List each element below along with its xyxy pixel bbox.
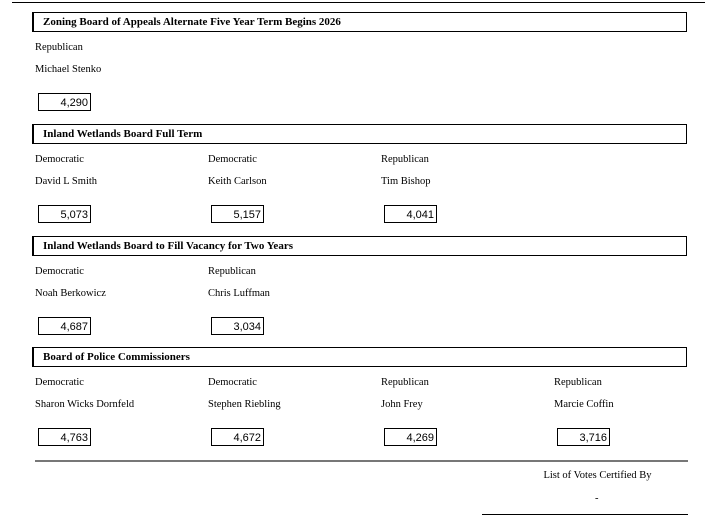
vote-count-box: 5,073 [38, 205, 91, 223]
candidate-name: Marcie Coffin [554, 399, 614, 410]
candidate-name: John Frey [381, 399, 423, 410]
party-label: Democratic [35, 266, 84, 277]
party-label: Democratic [35, 154, 84, 165]
contest-section: Board of Police Commissioners Democratic… [0, 347, 705, 459]
vote-count-box: 5,157 [211, 205, 264, 223]
signature-value: - [595, 493, 599, 504]
contest-title: Zoning Board of Appeals Alternate Five Y… [32, 12, 687, 32]
contest-title: Inland Wetlands Board to Fill Vacancy fo… [32, 236, 687, 256]
vote-count-box: 4,763 [38, 428, 91, 446]
vote-count-box: 4,672 [211, 428, 264, 446]
party-label: Republican [554, 377, 602, 388]
contest-title: Board of Police Commissioners [32, 347, 687, 367]
vote-count-box: 4,269 [384, 428, 437, 446]
vote-count-box: 3,034 [211, 317, 264, 335]
party-label: Democratic [208, 154, 257, 165]
contest-section: Zoning Board of Appeals Alternate Five Y… [0, 12, 705, 124]
vote-count-box: 4,290 [38, 93, 91, 111]
contest-title: Inland Wetlands Board Full Term [32, 124, 687, 144]
candidate-name: Keith Carlson [208, 176, 267, 187]
top-rule [12, 2, 705, 3]
party-label: Democratic [208, 377, 257, 388]
candidate-name: Noah Berkowicz [35, 288, 106, 299]
candidate-name: Michael Stenko [35, 64, 102, 75]
vote-count-box: 4,687 [38, 317, 91, 335]
party-label: Republican [35, 42, 83, 53]
party-label: Democratic [35, 377, 84, 388]
party-label: Republican [208, 266, 256, 277]
contest-section: Inland Wetlands Board Full Term Democrat… [0, 124, 705, 236]
candidate-name: Sharon Wicks Dornfeld [35, 399, 135, 410]
candidate-name: Chris Luffman [208, 288, 270, 299]
separator [35, 460, 688, 462]
signature-line [482, 514, 688, 515]
certified-label: List of Votes Certified By [543, 470, 652, 481]
candidate-name: Stephen Riebling [208, 399, 281, 410]
party-label: Republican [381, 377, 429, 388]
candidate-name: David L Smith [35, 176, 98, 187]
vote-count-box: 4,041 [384, 205, 437, 223]
contest-section: Inland Wetlands Board to Fill Vacancy fo… [0, 236, 705, 348]
party-label: Republican [381, 154, 429, 165]
candidate-name: Tim Bishop [381, 176, 431, 187]
vote-count-box: 3,716 [557, 428, 610, 446]
